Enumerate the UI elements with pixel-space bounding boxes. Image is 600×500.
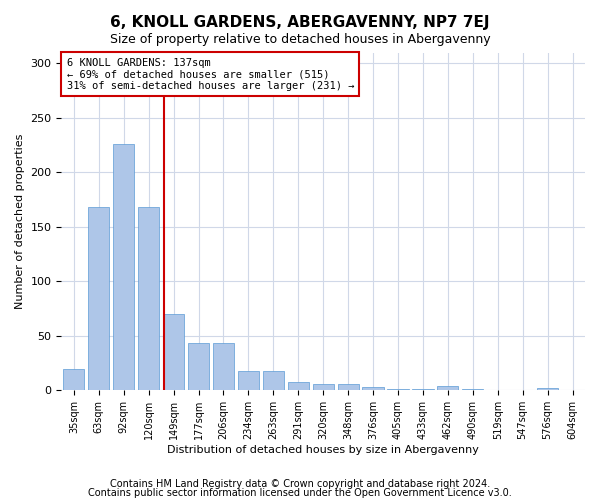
Bar — [437, 386, 458, 390]
Text: Contains HM Land Registry data © Crown copyright and database right 2024.: Contains HM Land Registry data © Crown c… — [110, 479, 490, 489]
Bar — [188, 344, 209, 390]
Bar — [313, 384, 334, 390]
Bar — [113, 144, 134, 390]
Bar — [63, 368, 85, 390]
Text: 6, KNOLL GARDENS, ABERGAVENNY, NP7 7EJ: 6, KNOLL GARDENS, ABERGAVENNY, NP7 7EJ — [110, 15, 490, 30]
Bar — [88, 208, 109, 390]
Text: 6 KNOLL GARDENS: 137sqm
← 69% of detached houses are smaller (515)
31% of semi-d: 6 KNOLL GARDENS: 137sqm ← 69% of detache… — [67, 58, 354, 91]
Bar — [338, 384, 359, 390]
Bar — [138, 208, 159, 390]
Bar — [287, 382, 309, 390]
Bar — [213, 344, 234, 390]
Bar — [537, 388, 558, 390]
X-axis label: Distribution of detached houses by size in Abergavenny: Distribution of detached houses by size … — [167, 445, 479, 455]
Text: Contains public sector information licensed under the Open Government Licence v3: Contains public sector information licen… — [88, 488, 512, 498]
Bar — [263, 370, 284, 390]
Text: Size of property relative to detached houses in Abergavenny: Size of property relative to detached ho… — [110, 32, 490, 46]
Bar — [238, 370, 259, 390]
Y-axis label: Number of detached properties: Number of detached properties — [15, 134, 25, 309]
Bar — [362, 387, 383, 390]
Bar — [163, 314, 184, 390]
